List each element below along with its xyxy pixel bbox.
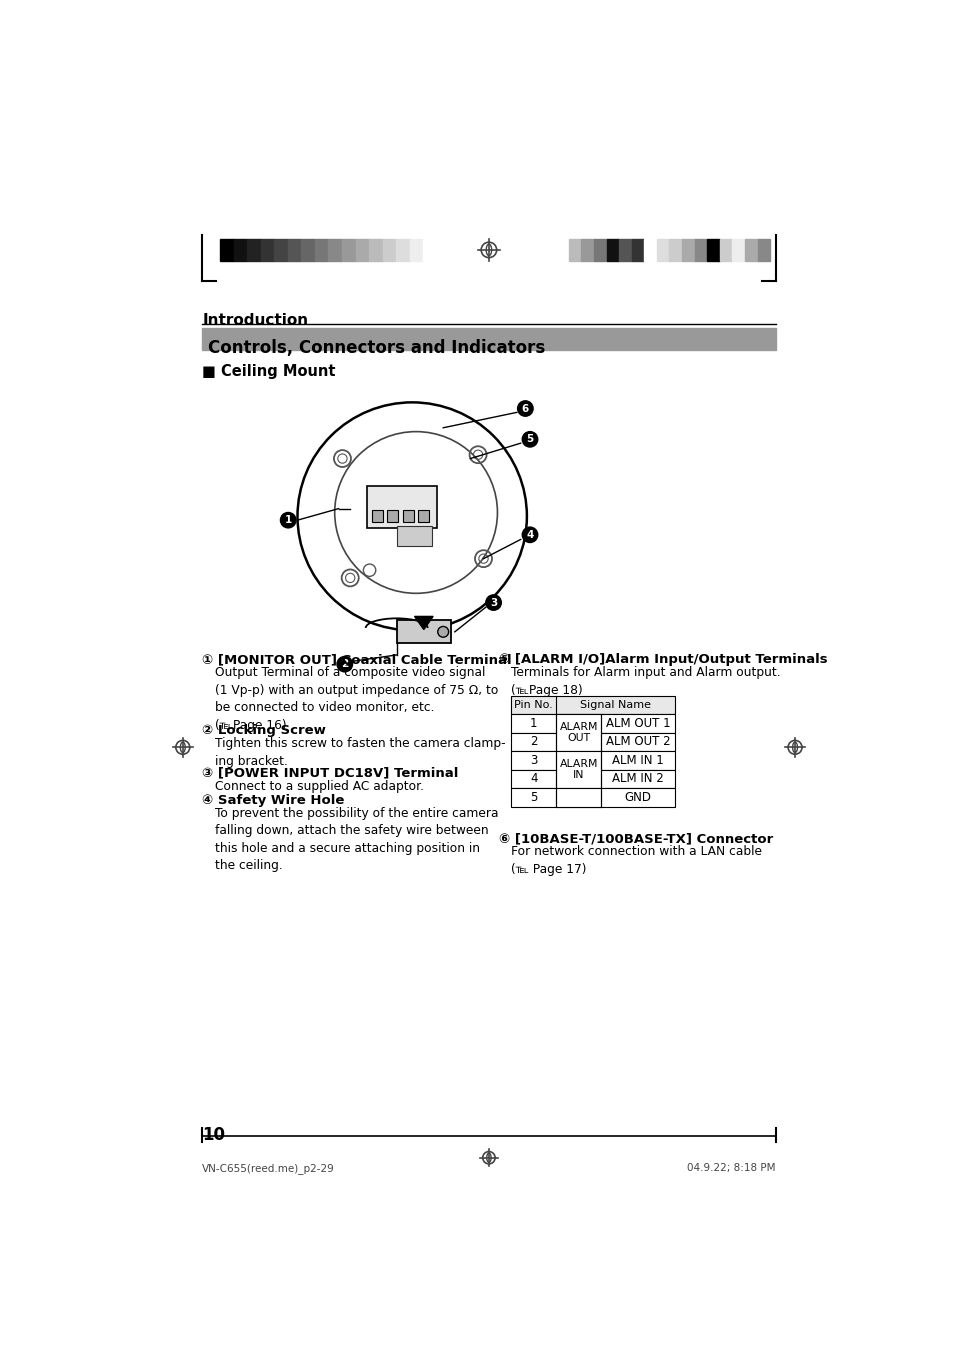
Text: ALARM
OUT: ALARM OUT: [559, 721, 598, 743]
Bar: [402, 511, 414, 523]
Bar: [694, 239, 706, 261]
Bar: [618, 239, 631, 261]
Circle shape: [517, 401, 533, 416]
Text: 4: 4: [526, 530, 533, 540]
Bar: [669, 239, 681, 261]
Bar: [511, 751, 674, 770]
Bar: [274, 239, 288, 261]
Bar: [631, 239, 643, 261]
Bar: [732, 239, 744, 261]
Text: Tighten this screw to fasten the camera clamp-
ing bracket.: Tighten this screw to fasten the camera …: [214, 738, 505, 767]
Bar: [511, 788, 674, 807]
Text: 04.9.22; 8:18 PM: 04.9.22; 8:18 PM: [686, 1163, 775, 1173]
Bar: [511, 696, 674, 715]
Bar: [657, 239, 669, 261]
Text: VN-C655(reed.me)_p2-29: VN-C655(reed.me)_p2-29: [202, 1163, 335, 1174]
Circle shape: [485, 594, 500, 611]
Bar: [328, 239, 342, 261]
Circle shape: [521, 431, 537, 447]
Text: 3: 3: [490, 597, 497, 608]
Text: 10: 10: [202, 1127, 225, 1144]
Bar: [396, 620, 451, 643]
Bar: [511, 715, 674, 732]
Polygon shape: [415, 616, 433, 630]
Text: ■ Ceiling Mount: ■ Ceiling Mount: [202, 363, 335, 378]
Text: ALM OUT 2: ALM OUT 2: [605, 735, 670, 748]
Bar: [396, 527, 431, 546]
Bar: [418, 511, 429, 523]
Text: Output Terminal of a composite video signal
(1 Vp-p) with an output impedance of: Output Terminal of a composite video sig…: [214, 666, 497, 732]
Text: GND: GND: [624, 790, 651, 804]
Bar: [606, 239, 618, 261]
Bar: [382, 239, 395, 261]
Text: ⑤ [ALARM I/O]Alarm Input/Output Terminals: ⑤ [ALARM I/O]Alarm Input/Output Terminal…: [498, 654, 827, 666]
Text: ALM IN 2: ALM IN 2: [612, 773, 663, 785]
Bar: [387, 511, 397, 523]
Text: ALARM
IN: ALARM IN: [559, 759, 598, 781]
Bar: [247, 239, 260, 261]
Text: 5: 5: [530, 790, 537, 804]
Text: ⑥ [10BASE-T/100BASE-TX] Connector: ⑥ [10BASE-T/100BASE-TX] Connector: [498, 832, 773, 844]
Text: ④ Safety Wire Hole: ④ Safety Wire Hole: [202, 793, 344, 807]
Bar: [220, 239, 233, 261]
Text: 2: 2: [530, 735, 537, 748]
Bar: [594, 239, 606, 261]
Bar: [580, 239, 594, 261]
Bar: [395, 239, 410, 261]
Bar: [556, 751, 600, 788]
Bar: [367, 485, 436, 528]
Text: ① [MONITOR OUT] Coaxial Cable Terminal: ① [MONITOR OUT] Coaxial Cable Terminal: [202, 654, 511, 666]
Text: 1: 1: [284, 515, 292, 526]
Text: Pin No.: Pin No.: [514, 700, 553, 711]
Bar: [706, 239, 720, 261]
Text: Controls, Connectors and Indicators: Controls, Connectors and Indicators: [208, 339, 545, 357]
Bar: [314, 239, 328, 261]
Text: Terminals for Alarm input and Alarm output.
(℡Page 18): Terminals for Alarm input and Alarm outp…: [511, 666, 781, 697]
Bar: [301, 239, 314, 261]
Bar: [342, 239, 355, 261]
Bar: [423, 239, 436, 261]
Bar: [260, 239, 274, 261]
Circle shape: [437, 627, 448, 638]
Bar: [757, 239, 769, 261]
Text: Connect to a supplied AC adaptor.: Connect to a supplied AC adaptor.: [214, 780, 423, 793]
Text: 4: 4: [530, 773, 537, 785]
Bar: [720, 239, 732, 261]
Bar: [410, 239, 423, 261]
Bar: [568, 239, 580, 261]
Circle shape: [280, 512, 295, 528]
Text: ③ [POWER INPUT DC18V] Terminal: ③ [POWER INPUT DC18V] Terminal: [202, 766, 458, 780]
Bar: [643, 239, 657, 261]
Bar: [372, 511, 382, 523]
Text: 1: 1: [530, 717, 537, 730]
Circle shape: [521, 527, 537, 543]
Text: To prevent the possibility of the entire camera
falling down, attach the safety : To prevent the possibility of the entire…: [214, 807, 497, 873]
Bar: [202, 328, 775, 350]
Bar: [511, 770, 674, 788]
Bar: [369, 239, 382, 261]
Bar: [511, 732, 674, 751]
Text: 2: 2: [341, 659, 348, 669]
Bar: [355, 239, 369, 261]
Text: ALM OUT 1: ALM OUT 1: [605, 717, 670, 730]
Bar: [556, 788, 600, 807]
Bar: [233, 239, 247, 261]
Text: Introduction: Introduction: [202, 313, 308, 328]
Text: ② Locking Screw: ② Locking Screw: [202, 724, 326, 738]
Text: ALM IN 1: ALM IN 1: [612, 754, 663, 767]
Text: For network connection with a LAN cable
(℡ Page 17): For network connection with a LAN cable …: [511, 846, 761, 875]
Bar: [744, 239, 757, 261]
Text: Signal Name: Signal Name: [579, 700, 651, 711]
Text: 6: 6: [521, 404, 528, 413]
Circle shape: [336, 657, 353, 671]
Bar: [556, 715, 600, 751]
Text: 3: 3: [530, 754, 537, 767]
Bar: [681, 239, 694, 261]
Text: 5: 5: [526, 434, 533, 444]
Bar: [288, 239, 301, 261]
